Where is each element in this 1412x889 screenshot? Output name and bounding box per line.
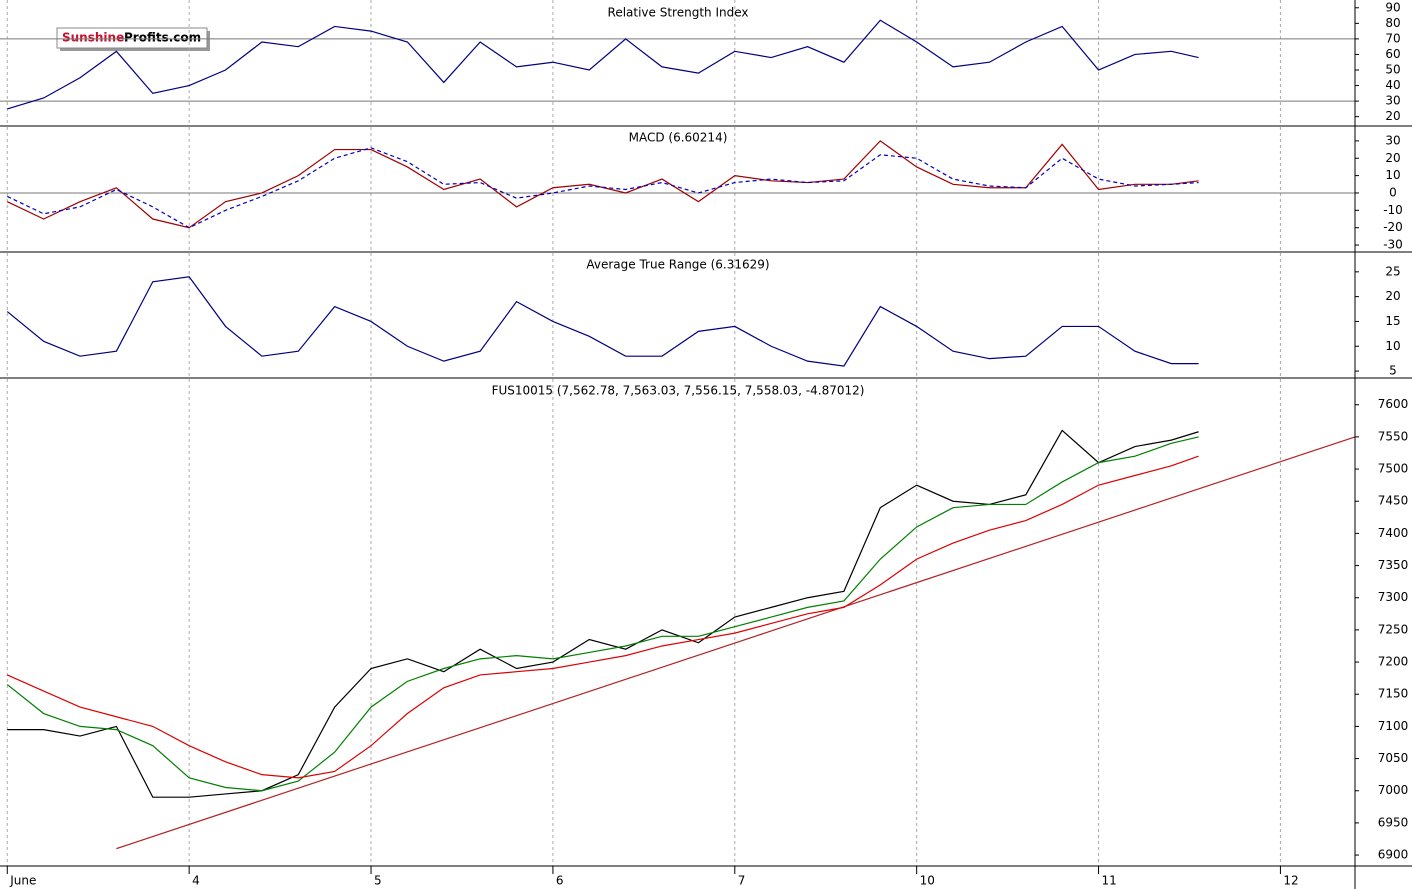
y-tick-label: 90 <box>1385 0 1400 14</box>
y-tick-label: 7550 <box>1378 429 1409 443</box>
y-tick-label: 7300 <box>1378 590 1409 604</box>
x-tick-label: 7 <box>738 874 746 888</box>
y-tick-label: 30 <box>1385 94 1400 108</box>
y-tick-label: 7050 <box>1378 751 1409 765</box>
series-line <box>7 455 1199 779</box>
logo-part1: Sunshine <box>62 31 124 45</box>
y-tick-label: 50 <box>1385 63 1400 77</box>
x-tick-label: 11 <box>1102 874 1117 888</box>
y-tick-label: 40 <box>1385 78 1400 92</box>
y-tick-label: 10 <box>1385 339 1400 353</box>
y-tick-label: 7450 <box>1378 494 1409 508</box>
y-tick-label: 6950 <box>1378 815 1409 829</box>
y-tick-label: 5 <box>1389 364 1397 378</box>
x-tick-label: 12 <box>1283 874 1298 888</box>
y-tick-label: -20 <box>1383 220 1403 234</box>
y-tick-label: 25 <box>1385 264 1400 278</box>
y-tick-label: -30 <box>1383 238 1403 252</box>
y-tick-label: 7500 <box>1378 462 1409 476</box>
y-tick-label: -10 <box>1383 203 1403 217</box>
x-tick-label: June <box>9 874 36 888</box>
trend-line <box>116 436 1356 850</box>
y-tick-label: 20 <box>1385 151 1400 165</box>
y-tick-label: 7600 <box>1378 397 1409 411</box>
y-tick-label: 7250 <box>1378 622 1409 636</box>
y-tick-label: 7350 <box>1378 558 1409 572</box>
x-tick-label: 5 <box>374 874 382 888</box>
y-tick-label: 6900 <box>1378 848 1409 862</box>
logo-part2: Profits.com <box>124 31 201 45</box>
y-tick-label: 7150 <box>1378 687 1409 701</box>
series-line <box>7 147 1199 229</box>
panel-title: Relative Strength Index <box>608 6 749 20</box>
y-tick-label: 0 <box>1389 185 1397 199</box>
series-line <box>6 436 1199 792</box>
series-line <box>7 140 1199 229</box>
y-tick-label: 7400 <box>1378 526 1409 540</box>
y-tick-label: 15 <box>1385 314 1400 328</box>
x-tick-label: 10 <box>920 874 935 888</box>
y-tick-label: 7000 <box>1378 783 1409 797</box>
logo: Sunshine Profits.com <box>56 27 210 51</box>
series-line <box>7 19 1199 110</box>
series-line <box>7 429 1199 798</box>
y-tick-label: 7100 <box>1378 719 1409 733</box>
y-tick-label: 30 <box>1385 133 1400 147</box>
y-tick-label: 70 <box>1385 31 1400 45</box>
x-tick-label: 6 <box>556 874 564 888</box>
y-tick-label: 60 <box>1385 47 1400 61</box>
y-tick-label: 20 <box>1385 109 1400 123</box>
y-tick-label: 10 <box>1385 168 1400 182</box>
y-tick-label: 20 <box>1385 289 1400 303</box>
panel-title: Average True Range (6.31629) <box>586 258 769 272</box>
y-tick-label: 80 <box>1385 16 1400 30</box>
x-tick-label: 4 <box>192 874 200 888</box>
logo-part1-bg <box>59 30 122 46</box>
panel-title: FUS10015 (7,562.78, 7,563.03, 7,556.15, … <box>492 384 865 398</box>
y-tick-label: 7200 <box>1378 655 1409 669</box>
panel-title: MACD (6.60214) <box>629 131 728 145</box>
series-line <box>6 276 1199 367</box>
